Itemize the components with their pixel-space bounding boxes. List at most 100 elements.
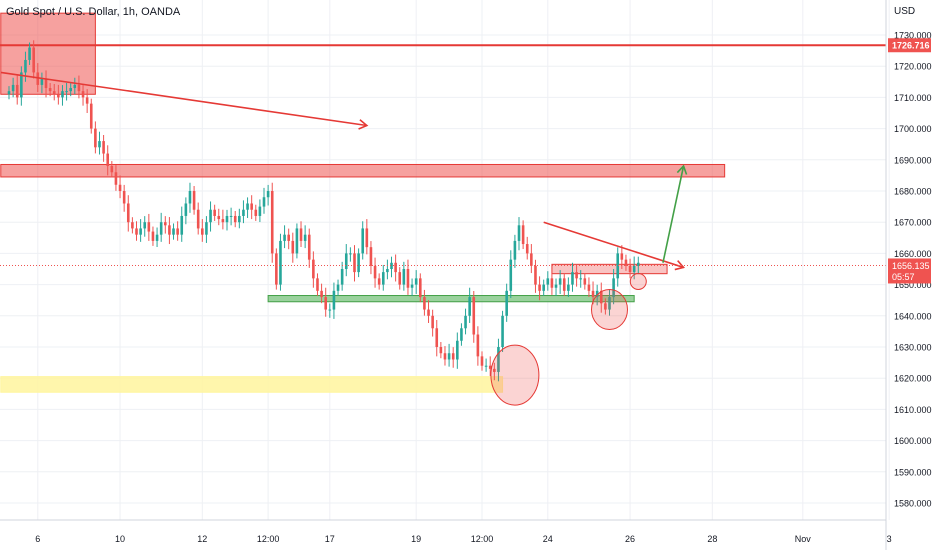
candle-body: [250, 203, 253, 210]
candle-body: [159, 222, 163, 235]
candle-body: [402, 269, 406, 285]
time-tick-label: 3: [887, 534, 892, 544]
candle-body: [377, 278, 381, 285]
price-tick-label: 1610.000: [894, 405, 932, 415]
candle-body: [361, 228, 365, 254]
candle-body: [493, 368, 496, 372]
price-tick-label: 1670.000: [894, 218, 932, 228]
candle-body: [386, 269, 389, 273]
candle-body: [353, 253, 356, 273]
candle-body: [225, 215, 229, 223]
candle-body: [73, 84, 77, 89]
candle-body: [229, 215, 233, 217]
candle-body: [398, 272, 402, 285]
candle-body: [196, 209, 200, 229]
candle-body: [184, 203, 188, 216]
candle-body: [283, 234, 286, 241]
candle-body: [419, 278, 422, 298]
candle-body: [534, 265, 537, 285]
candle-body: [20, 72, 23, 98]
candle-body: [52, 91, 56, 95]
chart-title: Gold Spot / U.S. Dollar, 1h, OANDA: [6, 6, 181, 18]
candle-body: [147, 222, 151, 232]
candle-body: [32, 47, 35, 73]
candle-body: [530, 253, 533, 266]
candle-body: [624, 259, 628, 266]
candle-body: [275, 253, 278, 285]
level-price-label: 1726.716: [892, 41, 930, 51]
candle-body: [447, 353, 451, 360]
candle-body: [620, 253, 624, 260]
resistance-zone: [0, 163, 726, 178]
candle-body: [567, 284, 570, 291]
time-tick-label: 12:00: [471, 534, 494, 544]
candle-body: [106, 153, 110, 167]
time-tick-label: 17: [325, 534, 335, 544]
candle-body: [538, 284, 541, 291]
candle-body: [365, 228, 369, 248]
candle-body: [439, 347, 443, 354]
candle-body: [114, 172, 118, 185]
candle-body: [562, 278, 566, 291]
support-zone-green: [267, 295, 635, 303]
candle-body: [168, 225, 171, 235]
candle-body: [484, 365, 488, 367]
time-tick-label: 26: [625, 534, 635, 544]
highlight-circle: [490, 344, 540, 406]
candle-body: [126, 203, 130, 223]
bullish-arrow-head: [676, 164, 688, 175]
candle-body: [381, 272, 385, 285]
price-tick-label: 1620.000: [894, 374, 932, 384]
candle-body: [205, 222, 208, 235]
candle-body: [513, 240, 517, 260]
candle-body: [423, 297, 426, 310]
price-tick-label: 1640.000: [894, 311, 932, 321]
candle-body: [604, 303, 607, 310]
candle-body: [320, 290, 323, 298]
candle-body: [246, 203, 249, 210]
current-price-label: 1656.135: [892, 261, 930, 271]
candle-body: [525, 244, 529, 254]
candle-body: [550, 278, 554, 288]
candle-body: [65, 91, 68, 93]
candle-body: [266, 191, 270, 198]
time-tick-label: 12: [197, 534, 207, 544]
candle-body: [476, 334, 480, 357]
highlight-circle: [590, 289, 628, 331]
candle-body: [431, 315, 434, 329]
candle-body: [608, 297, 611, 310]
candle-body: [118, 184, 122, 191]
candle-body: [131, 222, 134, 229]
candle-body: [180, 215, 184, 235]
candle-body: [295, 228, 299, 254]
price-tick-label: 1630.000: [894, 343, 932, 353]
candle-body: [11, 84, 15, 92]
candle-body: [460, 328, 463, 341]
candle-body: [464, 315, 467, 329]
time-tick-label: 12:00: [257, 534, 280, 544]
highlight-circle: [629, 272, 647, 290]
candle-body: [451, 353, 455, 360]
candle-body: [344, 253, 348, 269]
candle-body: [501, 315, 504, 347]
candle-body: [406, 269, 410, 288]
price-tick-label: 1700.000: [894, 124, 932, 134]
candle-body: [48, 88, 52, 92]
candle-body: [472, 297, 476, 335]
time-tick-label: 10: [115, 534, 125, 544]
candle-body: [89, 103, 93, 129]
candle-body: [233, 215, 237, 223]
candle-body: [151, 231, 155, 241]
time-tick-label: 19: [411, 534, 421, 544]
price-tick-label: 1590.000: [894, 467, 932, 477]
candle-body: [468, 297, 471, 316]
candle-body: [414, 278, 418, 285]
candle-body: [209, 209, 212, 223]
time-tick-label: 24: [543, 534, 553, 544]
candle-body: [332, 290, 336, 310]
candle-body: [612, 278, 615, 298]
candle-body: [163, 222, 167, 226]
candle-body: [291, 240, 295, 254]
